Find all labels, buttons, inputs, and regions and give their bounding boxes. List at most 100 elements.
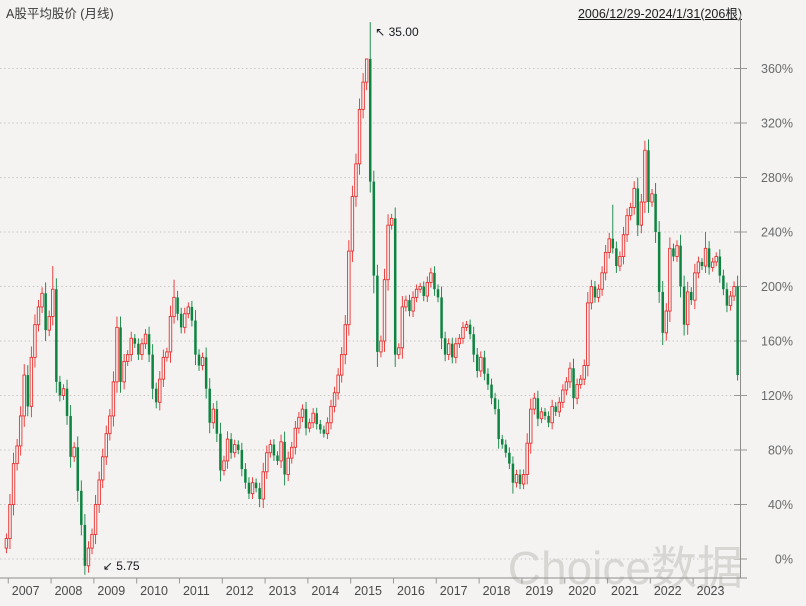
candle-2016-07[interactable] (414, 284, 419, 303)
candle-2019-03[interactable] (529, 398, 533, 454)
candle-2007-02[interactable] (11, 452, 16, 516)
candle-2016-12[interactable] (433, 266, 436, 296)
candle-2013-11[interactable] (300, 404, 305, 423)
candle-2014-08[interactable] (332, 386, 337, 413)
candle-2018-04[interactable] (490, 378, 493, 405)
candle-2021-12[interactable] (647, 139, 650, 213)
candle-2013-10[interactable] (297, 411, 301, 434)
candle-2007-01[interactable] (8, 494, 12, 550)
candle-2008-06[interactable] (69, 405, 72, 468)
candle-2007-10[interactable] (40, 287, 44, 313)
candle-2010-09[interactable] (165, 347, 169, 362)
candle-2020-03[interactable] (572, 358, 575, 410)
candle-2019-02[interactable] (525, 433, 529, 485)
candle-2014-04[interactable] (319, 419, 322, 434)
candle-2022-11[interactable] (685, 281, 690, 335)
candle-2021-03[interactable] (615, 241, 618, 273)
candle-2016-02[interactable] (397, 343, 401, 360)
candle-2015-08[interactable] (376, 264, 379, 367)
candle-2016-01[interactable] (393, 207, 397, 367)
candle-2015-12[interactable] (389, 213, 394, 230)
candle-2013-09[interactable] (293, 421, 298, 455)
candle-2020-12[interactable] (603, 244, 608, 281)
candle-2022-05[interactable] (664, 303, 668, 341)
candle-2007-04[interactable] (18, 406, 23, 456)
candle-2014-07[interactable] (329, 399, 333, 430)
candle-2006-12[interactable] (4, 533, 9, 554)
candle-2022-06[interactable] (668, 237, 672, 322)
candle-2022-12[interactable] (690, 287, 693, 305)
candle-2019-05[interactable] (536, 390, 540, 427)
candle-2023-11[interactable] (728, 290, 733, 311)
candle-2023-03[interactable] (700, 258, 704, 270)
candle-2013-02[interactable] (268, 439, 273, 458)
candle-2023-08[interactable] (718, 249, 722, 283)
candlestick-series[interactable] (4, 22, 739, 575)
candle-2007-03[interactable] (15, 439, 19, 471)
candle-2014-06[interactable] (325, 417, 330, 440)
candle-2012-07[interactable] (244, 463, 247, 489)
candle-2008-09[interactable] (80, 480, 83, 536)
candle-2011-06[interactable] (197, 349, 201, 371)
candle-2011-11[interactable] (215, 400, 219, 443)
candle-2012-04[interactable] (232, 439, 237, 458)
candle-2012-11[interactable] (258, 482, 261, 508)
candle-2014-11[interactable] (343, 315, 347, 365)
candle-2018-02[interactable] (483, 350, 486, 381)
candle-2013-07[interactable] (286, 451, 290, 482)
candle-2016-08[interactable] (418, 282, 422, 293)
candle-2007-09[interactable] (36, 300, 41, 332)
candle-2014-12[interactable] (347, 240, 351, 336)
candle-2015-09[interactable] (379, 335, 383, 358)
candle-2022-02[interactable] (654, 182, 657, 243)
candle-2019-08[interactable] (547, 411, 550, 428)
candle-2008-08[interactable] (76, 436, 79, 502)
candle-2012-05[interactable] (237, 440, 240, 455)
candle-2017-10[interactable] (468, 319, 472, 340)
candle-2017-01[interactable] (436, 284, 440, 303)
candle-2010-12[interactable] (176, 290, 179, 321)
candle-2018-12[interactable] (518, 469, 522, 490)
candle-2019-09[interactable] (550, 399, 554, 430)
candle-2023-05[interactable] (707, 241, 711, 275)
candle-2021-08[interactable] (632, 181, 636, 215)
candle-2012-09[interactable] (250, 477, 255, 499)
candle-2008-07[interactable] (72, 442, 76, 462)
candle-2017-05[interactable] (451, 337, 454, 364)
candle-2022-03[interactable] (657, 221, 661, 303)
candle-2017-12[interactable] (475, 348, 479, 378)
candle-2023-06[interactable] (710, 257, 715, 272)
candle-2009-07[interactable] (115, 316, 119, 393)
candle-2011-09[interactable] (208, 378, 211, 434)
candle-2008-10[interactable] (83, 514, 87, 575)
candle-2016-06[interactable] (411, 291, 415, 318)
candle-2018-01[interactable] (479, 351, 483, 377)
candle-2019-04[interactable] (532, 392, 537, 415)
candle-2013-08[interactable] (290, 441, 294, 464)
candle-2009-04[interactable] (104, 425, 108, 465)
candle-2010-08[interactable] (161, 349, 166, 387)
candle-2017-02[interactable] (440, 286, 443, 350)
date-range-link[interactable]: 2006/12/29-2024/1/31(206根) (577, 7, 742, 21)
candle-2010-06[interactable] (154, 382, 158, 409)
candle-2010-07[interactable] (158, 371, 162, 411)
candle-2011-07[interactable] (200, 352, 205, 371)
candle-2009-05[interactable] (108, 409, 112, 441)
candle-2016-10[interactable] (425, 276, 430, 303)
candle-2014-02[interactable] (311, 408, 315, 428)
candle-2019-11[interactable] (557, 397, 561, 417)
candle-2017-07[interactable] (457, 334, 462, 348)
candle-2011-08[interactable] (204, 347, 208, 399)
candle-2010-04[interactable] (147, 326, 151, 363)
candle-2013-12[interactable] (304, 401, 308, 436)
candle-2014-01[interactable] (307, 418, 312, 433)
candle-2020-05[interactable] (578, 374, 583, 389)
candle-2007-08[interactable] (33, 314, 37, 368)
candle-2015-10[interactable] (382, 268, 387, 352)
candle-2017-06[interactable] (454, 337, 458, 364)
candle-2011-03[interactable] (186, 302, 191, 319)
candle-2023-07[interactable] (714, 252, 718, 267)
candle-2021-05[interactable] (621, 226, 626, 265)
candle-2008-11[interactable] (86, 541, 91, 573)
candle-2015-07[interactable] (372, 170, 376, 294)
